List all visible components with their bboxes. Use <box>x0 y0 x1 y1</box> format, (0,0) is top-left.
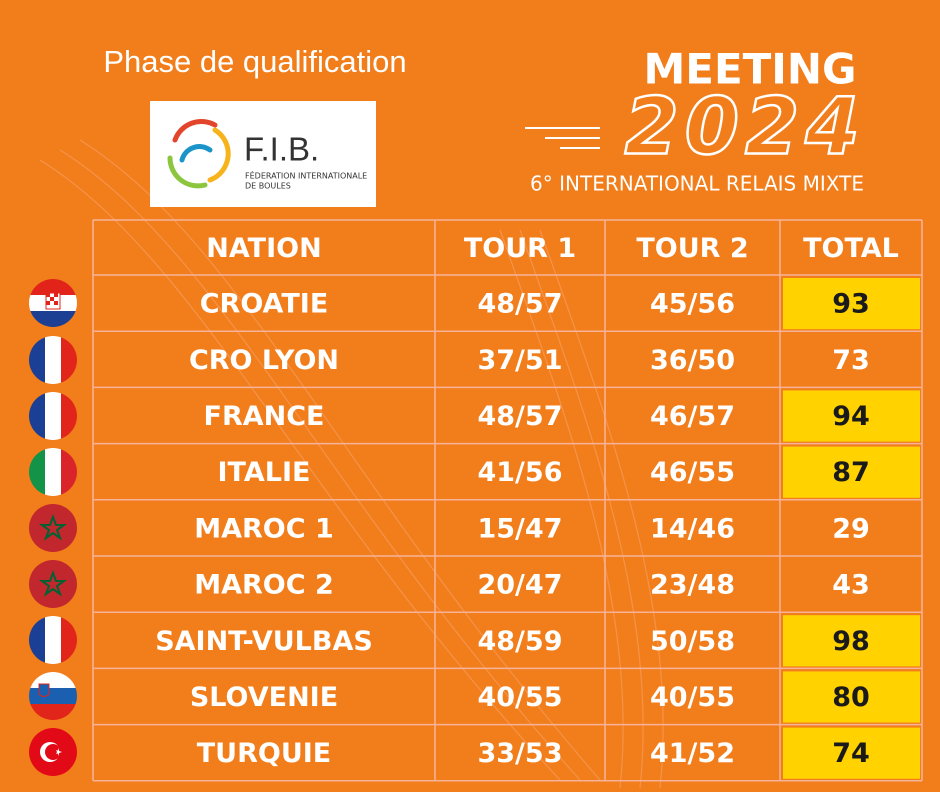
total: 29 <box>832 513 870 544</box>
title: Phase de qualification <box>103 44 406 79</box>
flag-turkey <box>29 728 77 776</box>
score: 48/57 <box>477 401 562 432</box>
score: 50/58 <box>650 626 735 657</box>
nation: FRANCE <box>204 401 325 432</box>
subtitle: 6° INTERNATIONAL RELAIS MIXTE <box>530 172 864 196</box>
column-header: TOTAL <box>803 233 899 264</box>
nation: SLOVENIE <box>190 682 338 713</box>
column-header: TOUR 1 <box>464 233 576 264</box>
total: 94 <box>832 401 870 432</box>
score: 36/50 <box>650 345 735 376</box>
nation: SAINT-VULBAS <box>155 626 373 657</box>
score: 40/55 <box>477 682 562 713</box>
logo-line: FÉDERATION INTERNATIONALE <box>245 170 367 181</box>
highlight-cell <box>783 615 920 667</box>
total: 87 <box>832 457 870 488</box>
nation: CROATIE <box>200 289 329 320</box>
nation: ITALIE <box>218 457 311 488</box>
flag-france <box>29 392 77 440</box>
logo-line: DE BOULES <box>245 182 291 191</box>
flag-france <box>29 616 77 664</box>
highlight-cell <box>783 390 920 442</box>
nation: TURQUIE <box>197 738 332 769</box>
score: 33/53 <box>477 738 562 769</box>
highlight-cell <box>783 727 920 779</box>
decor <box>39 139 664 789</box>
total: 98 <box>832 626 870 657</box>
flag-italy <box>29 448 77 496</box>
total: 80 <box>832 682 870 713</box>
score: 40/55 <box>650 682 735 713</box>
year: 2024 <box>624 82 865 172</box>
flag-france <box>29 336 77 384</box>
flag-slovenia <box>29 672 77 720</box>
highlight-cell <box>783 671 920 723</box>
total: 73 <box>832 345 870 376</box>
logo-name: F.I.B. <box>244 131 319 168</box>
score: 20/47 <box>477 570 562 601</box>
event: MEETING <box>643 45 856 94</box>
score: 41/56 <box>477 457 562 488</box>
flag-croatia <box>29 279 77 327</box>
highlight-cell <box>783 446 920 498</box>
column-header: NATION <box>206 233 321 264</box>
score: 45/56 <box>650 289 735 320</box>
flag-morocco <box>29 504 77 552</box>
total: 74 <box>832 738 870 769</box>
total: 93 <box>832 289 870 320</box>
score: 46/57 <box>650 401 735 432</box>
column-header: TOUR 2 <box>636 233 748 264</box>
score: 14/46 <box>650 513 735 544</box>
speed-lines <box>525 127 600 149</box>
logo-icon <box>167 119 231 189</box>
total: 43 <box>832 570 870 601</box>
score: 23/48 <box>650 570 735 601</box>
score: 48/59 <box>477 626 562 657</box>
score: 48/57 <box>477 289 562 320</box>
score: 46/55 <box>650 457 735 488</box>
nation: MAROC 2 <box>194 570 334 601</box>
table: NATION TOUR 1 TOUR 2 TOTAL CROATIE 48/57 45/56… <box>92 219 923 782</box>
nation: CRO LYON <box>189 345 339 376</box>
score: 37/51 <box>477 345 562 376</box>
flags <box>29 279 77 776</box>
highlight-cell <box>783 278 920 330</box>
nation: MAROC 1 <box>194 513 334 544</box>
score: 15/47 <box>477 513 562 544</box>
flag-morocco <box>29 560 77 608</box>
score: 41/52 <box>650 738 735 769</box>
